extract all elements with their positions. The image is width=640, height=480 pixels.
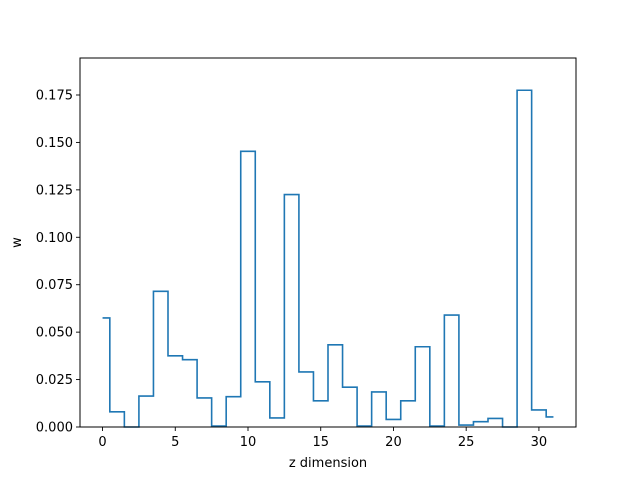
y-tick-label: 0.150 (36, 136, 73, 151)
series-0-step-line (102, 89, 554, 428)
y-tick-label: 0.100 (36, 231, 73, 246)
x-tick-label: 25 (458, 435, 475, 450)
y-tick-label: 0.000 (36, 421, 73, 436)
y-tick-label: 0.025 (36, 373, 73, 388)
x-tick-label: 20 (385, 435, 402, 450)
y-axis-label: w (10, 237, 25, 248)
plot-frame (79, 57, 577, 428)
x-axis-ticks: 0 5 10 15 20 25 30 (98, 427, 547, 450)
y-tick-label: 0.175 (36, 88, 73, 103)
y-tick-label: 0.075 (36, 278, 73, 293)
x-tick-label: 15 (312, 435, 329, 450)
x-tick-label: 30 (531, 435, 548, 450)
x-tick-label: 10 (240, 435, 257, 450)
x-tick-label: 0 (98, 435, 106, 450)
plot-marks (102, 89, 554, 428)
x-tick-label: 5 (171, 435, 179, 450)
x-axis-label: z dimension (289, 456, 367, 471)
y-tick-label: 0.125 (36, 183, 73, 198)
y-axis-ticks: 0.000 0.025 0.050 0.075 0.100 0.125 0.150 0.175 (36, 88, 80, 436)
y-tick-label: 0.050 (36, 326, 73, 341)
